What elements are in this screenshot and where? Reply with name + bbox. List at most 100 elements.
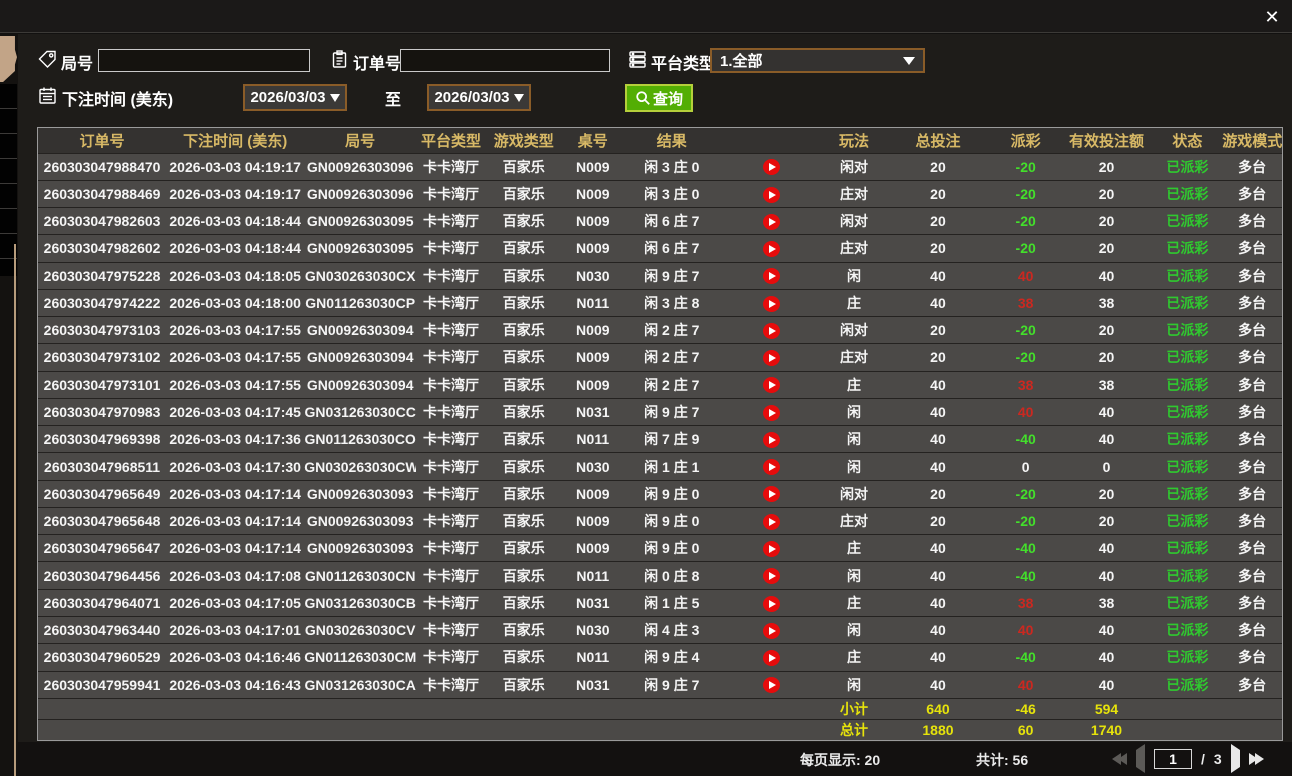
date-to-picker[interactable]: 2026/03/03 (427, 84, 531, 111)
table-row: 260303047959941 2026-03-03 04:16:43 GN0312… (38, 670, 1282, 699)
replay-button[interactable] (762, 241, 780, 258)
replay-button[interactable] (762, 431, 780, 448)
play-icon (768, 545, 776, 553)
table-row: 260303047974222 2026-03-03 04:18:00 GN0112… (38, 288, 1282, 317)
first-page-button[interactable] (1112, 753, 1127, 765)
round-no: GN030263030CV (304, 616, 417, 644)
replay-cell (719, 425, 823, 453)
replay-button[interactable] (762, 677, 780, 694)
game-type: 百家乐 (485, 261, 562, 290)
platform: 卡卡湾厅 (416, 425, 486, 453)
valid-bet: 38 (1060, 370, 1153, 399)
play-type: 庄 (822, 370, 886, 399)
replay-button[interactable] (762, 650, 780, 667)
table-header-row: 订单号 下注时间 (美东) 局号 平台类型 游戏类型 桌号 结果 玩法 总投注 派彩 有效投注额 状态… (38, 128, 1282, 153)
result: 闲 2 庄 7 (623, 316, 720, 344)
replay-button[interactable] (762, 568, 780, 585)
subtotal-row: 小计 640 -46 594 (38, 698, 1282, 720)
replay-cell (719, 261, 823, 290)
play-icon (768, 381, 776, 390)
game-mode: 多台 (1222, 288, 1282, 317)
replay-button[interactable] (762, 350, 780, 367)
total-pages-label: 3 (1213, 751, 1222, 767)
status: 已派彩 (1152, 616, 1223, 644)
play-icon (768, 326, 776, 335)
close-icon[interactable]: ✕ (1264, 7, 1280, 27)
bet-time: 2026-03-03 04:18:05 (166, 261, 305, 290)
summary-cell: 640 (885, 698, 991, 720)
prev-page-button[interactable] (1136, 744, 1145, 773)
play-icon (768, 490, 776, 499)
replay-button[interactable] (762, 595, 780, 612)
round-no-input[interactable] (98, 49, 310, 72)
round-no: GN00926303096 (304, 179, 417, 208)
order-no-input[interactable] (400, 49, 610, 72)
table-no: N009 (561, 234, 624, 263)
summary-cell (1152, 698, 1223, 720)
order-no: 260303047965647 (38, 534, 167, 562)
replay-button[interactable] (762, 377, 780, 394)
game-mode: 多台 (1222, 179, 1282, 208)
total-bet: 40 (885, 261, 991, 290)
replay-button[interactable] (762, 459, 780, 476)
table-row: 260303047982602 2026-03-03 04:18:44 GN0092… (38, 234, 1282, 263)
replay-button[interactable] (762, 159, 780, 176)
replay-button[interactable] (762, 213, 780, 230)
result: 闲 7 庄 9 (623, 425, 720, 453)
table-no: N030 (561, 261, 624, 290)
valid-bet: 40 (1060, 670, 1153, 699)
platform-type-label: 平台类型 (651, 56, 716, 73)
query-button[interactable]: 查询 (625, 84, 693, 112)
table-no: N009 (561, 343, 624, 372)
replay-button[interactable] (762, 186, 780, 203)
total-bet: 40 (885, 288, 991, 317)
game-type: 百家乐 (485, 670, 562, 699)
status: 已派彩 (1152, 288, 1223, 317)
platform: 卡卡湾厅 (416, 479, 486, 508)
date-from-picker[interactable]: 2026/03/03 (243, 84, 347, 111)
column-header: 订单号 (38, 128, 167, 153)
total-row: 总计 1880 60 1740 (38, 719, 1282, 740)
valid-bet: 20 (1060, 207, 1153, 235)
play-icon (768, 517, 776, 526)
order-no: 260303047963440 (38, 616, 167, 644)
total-bet: 40 (885, 452, 991, 481)
platform-type-select[interactable]: 1.全部 (710, 48, 925, 73)
order-no: 260303047975228 (38, 261, 167, 290)
replay-button[interactable] (762, 541, 780, 557)
next-page-button[interactable] (1230, 744, 1240, 773)
order-no: 260303047982602 (38, 234, 167, 263)
bet-time: 2026-03-03 04:17:14 (166, 534, 305, 562)
last-page-button[interactable] (1248, 753, 1264, 765)
result: 闲 9 庄 7 (623, 397, 720, 426)
replay-button[interactable] (762, 268, 780, 285)
replay-button[interactable] (762, 622, 780, 639)
replay-button[interactable] (762, 404, 780, 421)
status: 已派彩 (1152, 670, 1223, 699)
platform-type-value: 1.全部 (720, 53, 763, 70)
table-no: N011 (561, 425, 624, 453)
subtotal-row-label: 小计 (822, 698, 886, 720)
table-no: N030 (561, 616, 624, 644)
payout: -20 (990, 343, 1061, 372)
game-type: 百家乐 (485, 343, 562, 372)
play-type: 闲 (822, 561, 886, 590)
round-no: GN00926303096 (304, 152, 417, 181)
column-header: 局号 (304, 128, 417, 153)
play-type: 庄 (822, 643, 886, 672)
page-number-input[interactable] (1154, 749, 1192, 769)
platform: 卡卡湾厅 (416, 534, 486, 562)
game-mode: 多台 (1222, 316, 1282, 344)
replay-button[interactable] (762, 486, 780, 503)
result: 闲 2 庄 7 (623, 343, 720, 372)
table-no: N031 (561, 397, 624, 426)
round-no: GN00926303093 (304, 534, 417, 562)
payout: -20 (990, 316, 1061, 344)
play-icon (768, 190, 776, 199)
replay-button[interactable] (762, 322, 780, 339)
play-type: 庄对 (822, 506, 886, 535)
replay-button[interactable] (762, 513, 780, 530)
round-no: GN030263030CX (304, 261, 417, 290)
round-no: GN00926303093 (304, 506, 417, 535)
replay-button[interactable] (762, 295, 780, 312)
